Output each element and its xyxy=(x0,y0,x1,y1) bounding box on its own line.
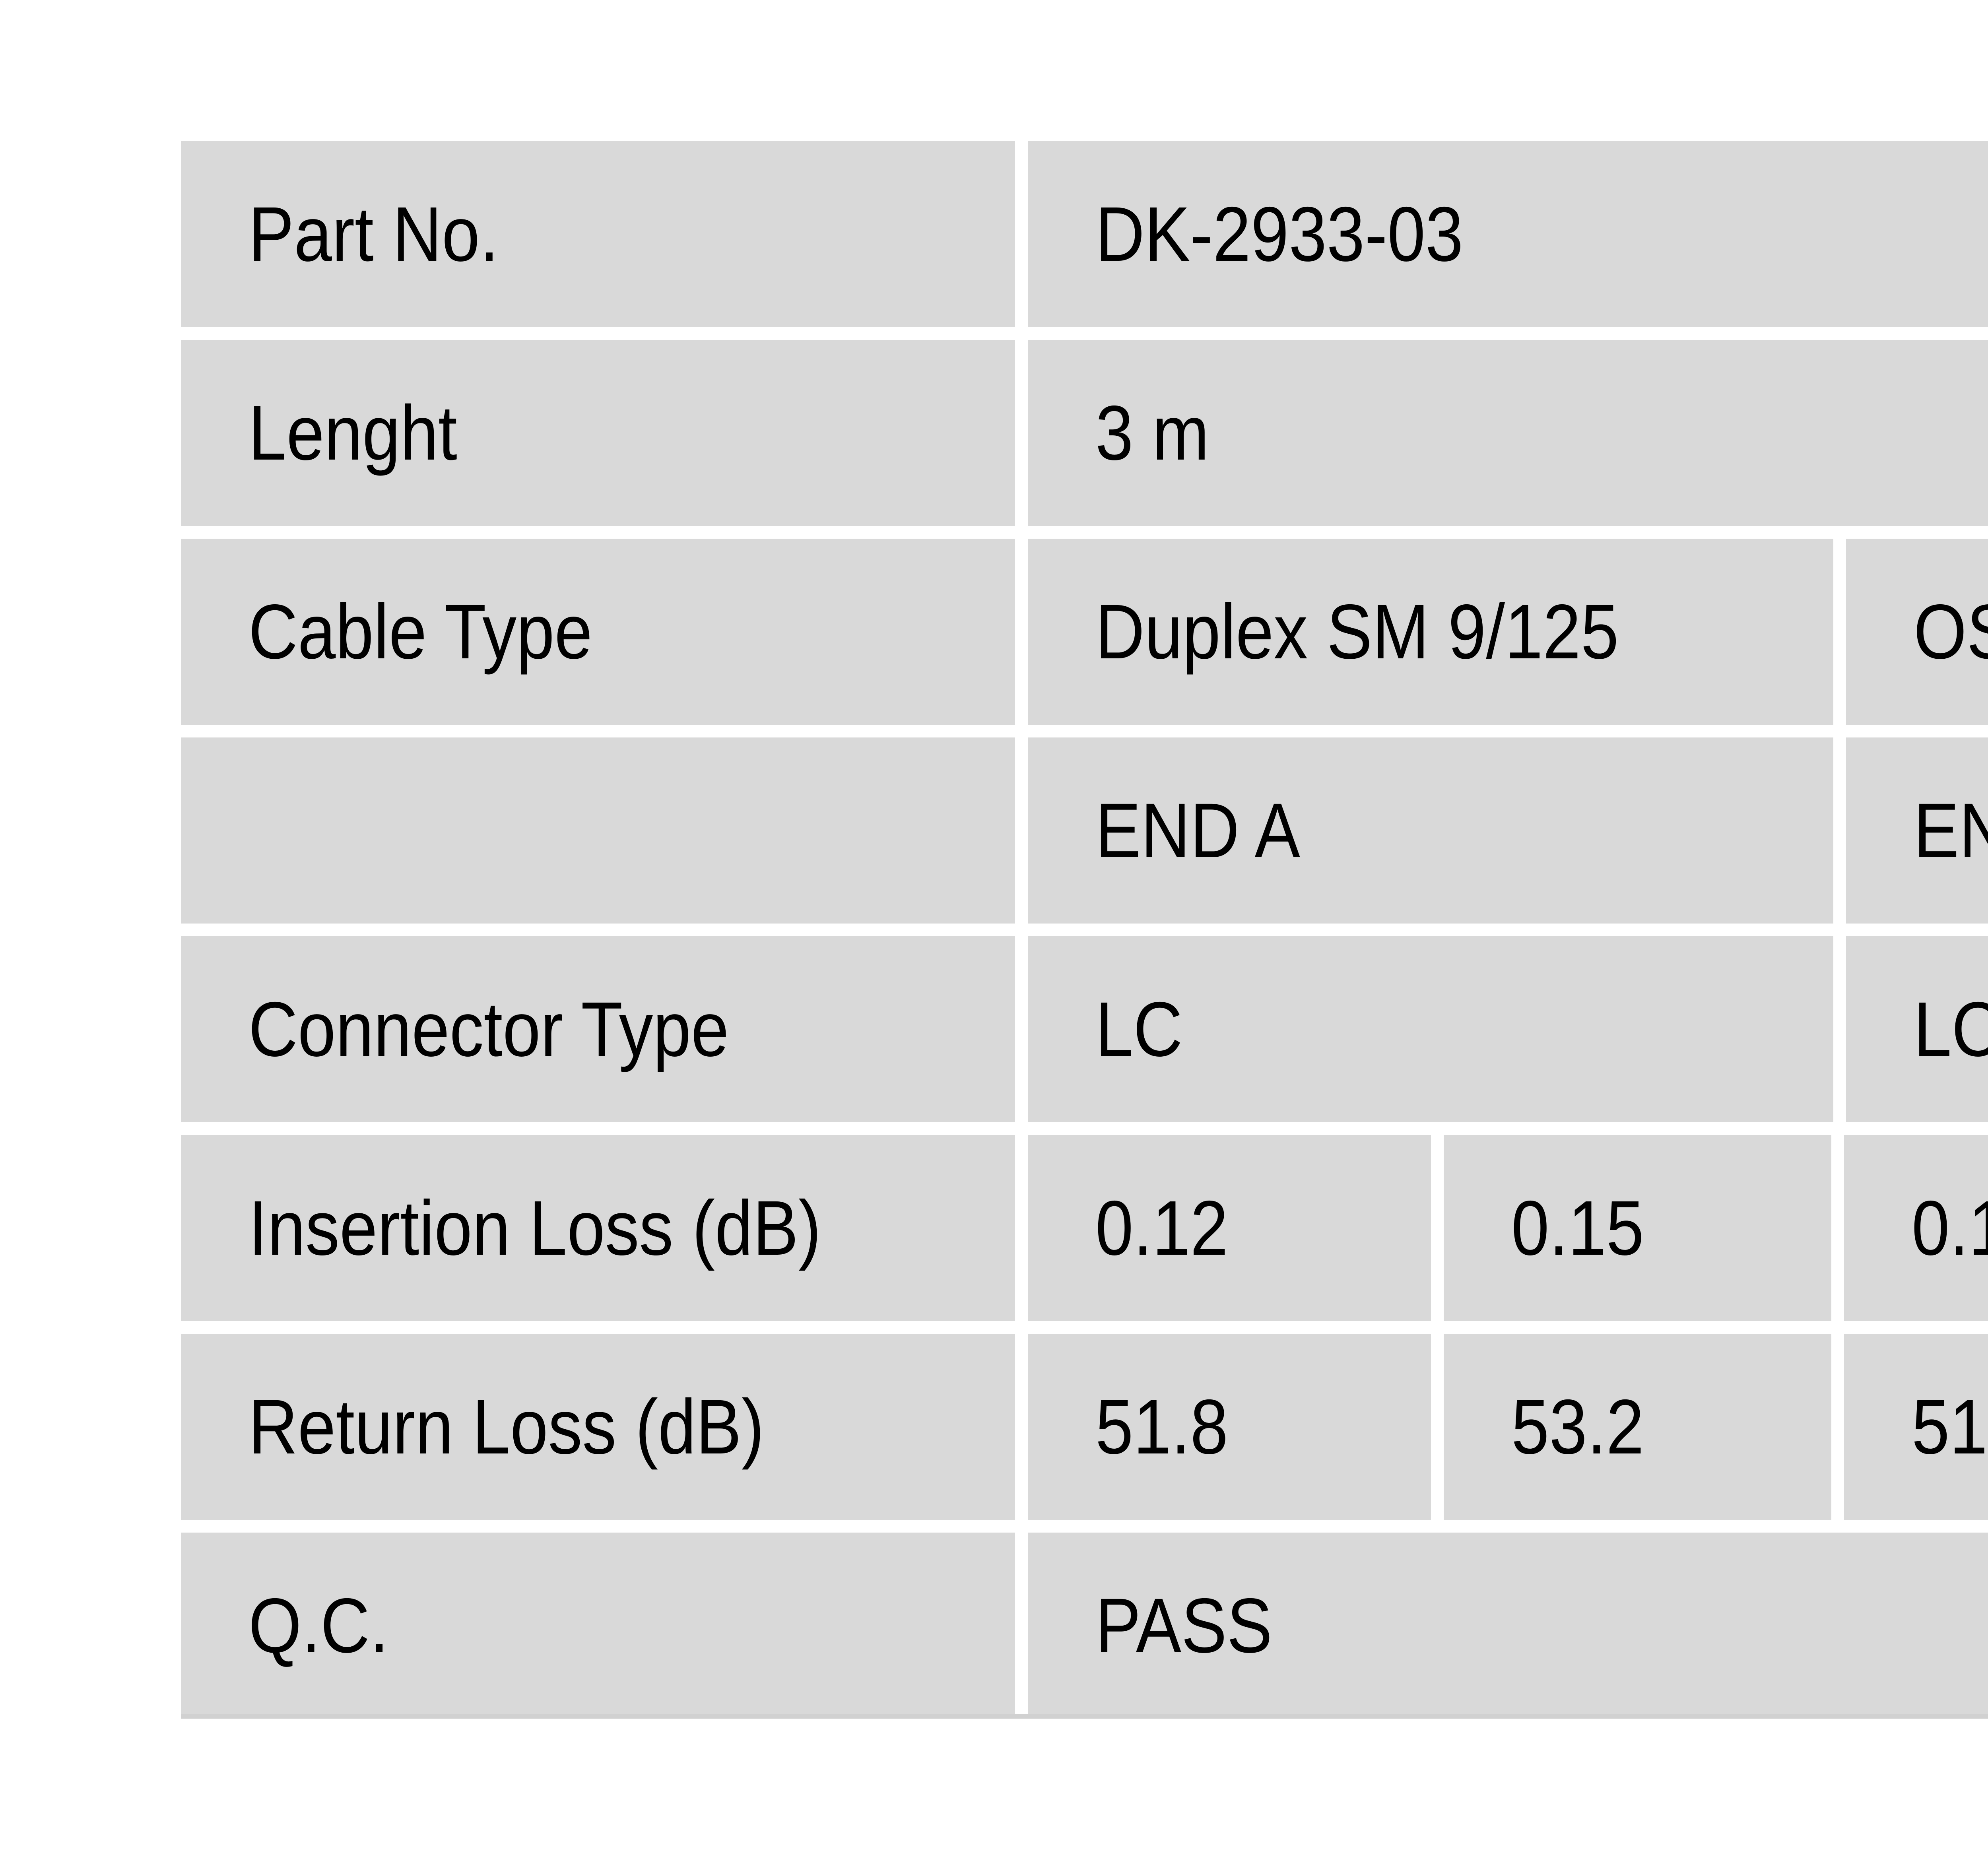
cell-label: Lenght xyxy=(181,340,1015,526)
cell-value: LC xyxy=(1028,936,1833,1122)
value-text: END B xyxy=(1914,787,1988,874)
cell-label: Cable Type xyxy=(181,539,1015,725)
label-text: Connector Type xyxy=(248,986,729,1073)
label-text: Q.C. xyxy=(248,1582,389,1669)
value-text: 3 m xyxy=(1095,389,1209,476)
table-row: Connector Type LC LC xyxy=(181,936,1988,1122)
value-text: 0.12 xyxy=(1095,1184,1228,1271)
label-text: Cable Type xyxy=(248,588,592,675)
cell-label: Q.C. xyxy=(181,1533,1015,1719)
cell-value: PASS xyxy=(1028,1533,1988,1719)
cell-value: 0.15 xyxy=(1444,1135,1831,1321)
cell-value: 51.8 xyxy=(1028,1334,1431,1520)
cell-value: END B xyxy=(1846,737,1988,924)
value-text: 0.15 xyxy=(1511,1184,1644,1271)
table-bottom-edge xyxy=(181,1714,1988,1719)
table-row: Lenght 3 m xyxy=(181,340,1988,526)
label-text: Return Loss (dB) xyxy=(248,1383,765,1470)
value-text: 53.2 xyxy=(1511,1383,1644,1470)
value-text: DK-2933-03 xyxy=(1095,190,1464,277)
cell-value: OS2 LSZH xyxy=(1846,539,1988,725)
table-row: END A END B xyxy=(181,737,1988,924)
value-text: 0.15 xyxy=(1912,1184,1988,1271)
value-text: 51.1 xyxy=(1912,1383,1988,1470)
value-text: LC xyxy=(1914,986,1988,1073)
value-text: OS2 LSZH xyxy=(1914,588,1988,675)
cell-value: END A xyxy=(1028,737,1833,924)
table-row: Return Loss (dB)51.853.251.150.7 xyxy=(181,1334,1988,1520)
value-text: Duplex SM 9/125 xyxy=(1095,588,1619,675)
table-row: Insertion Loss (dB)0.120.150.150.19 xyxy=(181,1135,1988,1321)
cell-label: Insertion Loss (dB) xyxy=(181,1135,1015,1321)
table-row: Q.C. PASS xyxy=(181,1533,1988,1719)
label-text: Lenght xyxy=(248,389,457,476)
cell-value: DK-2933-03 xyxy=(1028,141,1988,327)
label-text: Part No. xyxy=(248,190,499,277)
table-row: Part No. DK-2933-03 xyxy=(181,141,1988,327)
cell-value: 0.15 xyxy=(1844,1135,1988,1321)
cell-label: Connector Type xyxy=(181,936,1015,1122)
cell-value: Duplex SM 9/125 xyxy=(1028,539,1833,725)
cell-label: Part No. xyxy=(181,141,1015,327)
cell-value: 0.12 xyxy=(1028,1135,1431,1321)
cell-label-empty xyxy=(181,737,1015,924)
table-row: Cable Type Duplex SM 9/125 OS2 LSZH xyxy=(181,539,1988,725)
cell-value: LC xyxy=(1846,936,1988,1122)
cell-value: 53.2 xyxy=(1444,1334,1831,1520)
label-text: Insertion Loss (dB) xyxy=(248,1184,821,1271)
cell-label: Return Loss (dB) xyxy=(181,1334,1015,1520)
value-text: 51.8 xyxy=(1095,1383,1228,1470)
cell-value: 51.1 xyxy=(1844,1334,1988,1520)
qc-spec-table: Part No. DK-2933-03 Lenght 3 m Cable Type Dup… xyxy=(181,141,1988,1719)
cell-value: 3 m xyxy=(1028,340,1988,526)
value-text: END A xyxy=(1095,787,1300,874)
value-text: PASS xyxy=(1095,1582,1273,1669)
value-text: LC xyxy=(1095,986,1183,1073)
